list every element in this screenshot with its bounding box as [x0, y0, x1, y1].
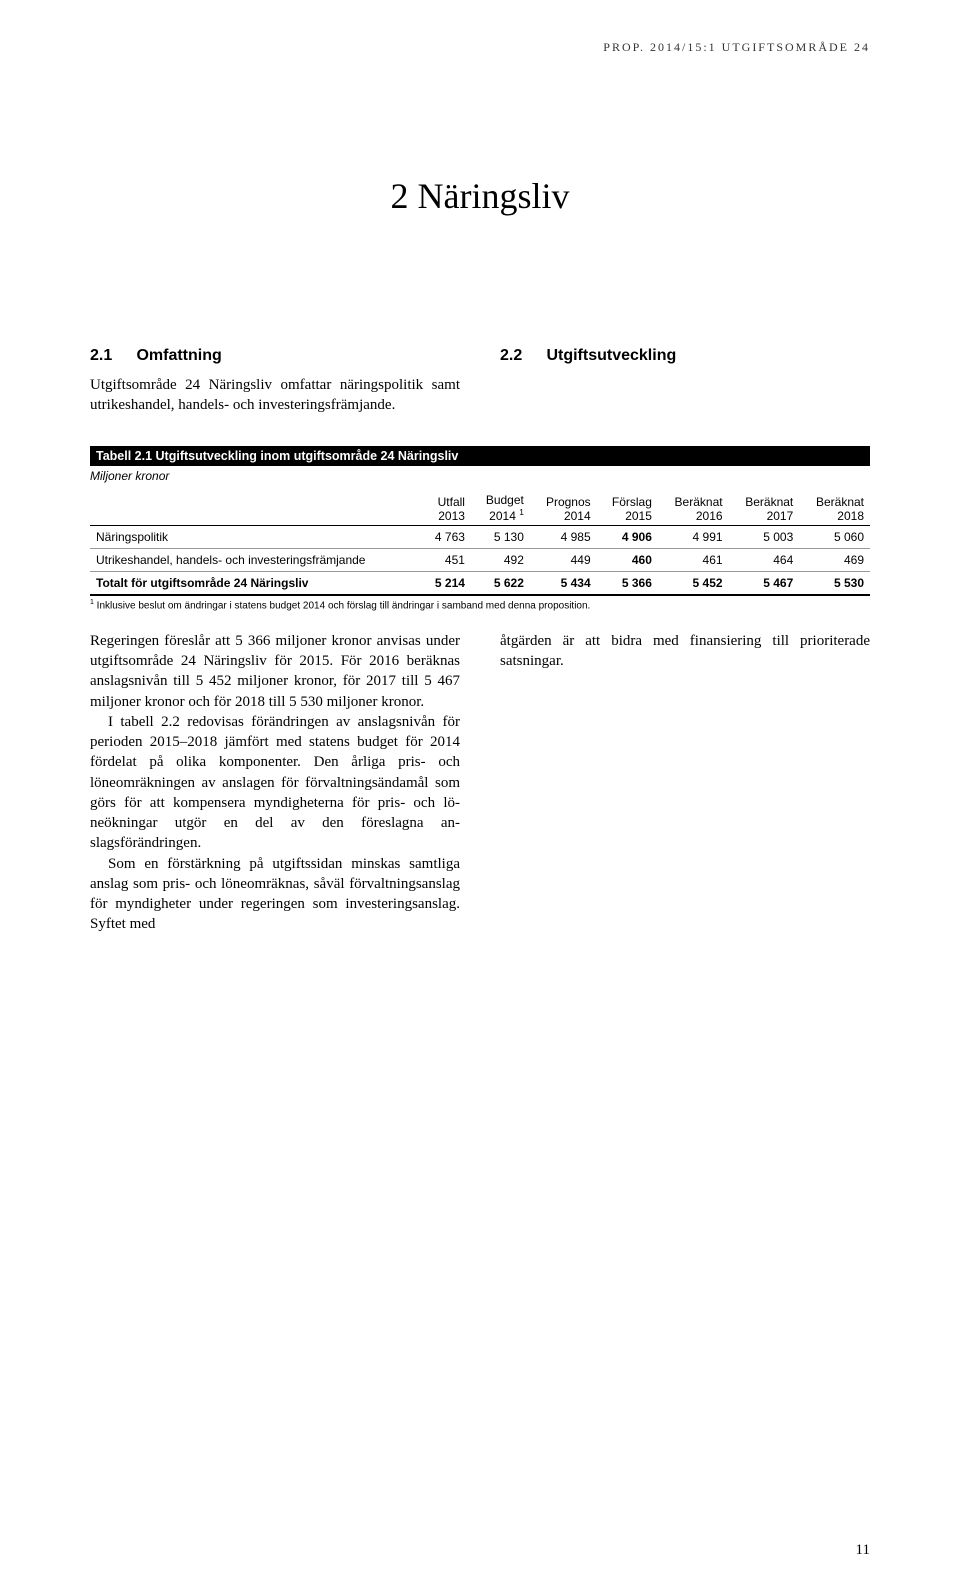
data-table: Utfall2013Budget2014 1Prognos2014Förslag… — [90, 491, 870, 596]
table-cell: 4 906 — [597, 525, 658, 548]
column-header: Förslag2015 — [597, 491, 658, 526]
table-total-row: Totalt för utgiftsområde 24 Näringsliv5 … — [90, 571, 870, 595]
column-header: Budget2014 1 — [471, 491, 530, 526]
section-number-2-1: 2.1 — [90, 347, 132, 365]
section-title-omfattning: Omfattning — [136, 347, 221, 364]
body-left-column: Regeringen föreslår att 5 366 miljoner k… — [90, 631, 460, 935]
section-heading-omfattning: 2.1 Omfattning — [90, 347, 460, 365]
table-2-1: Tabell 2.1 Utgiftsutveckling inom utgift… — [90, 446, 870, 611]
body-paragraph: I tabell 2.2 redovisas förändringen av a… — [90, 712, 460, 854]
table-cell: 464 — [729, 548, 800, 571]
column-header — [90, 491, 421, 526]
column-header: Beräknat2017 — [729, 491, 800, 526]
table-cell: 5 130 — [471, 525, 530, 548]
table-title: Tabell 2.1 Utgiftsutveckling inom utgift… — [90, 446, 870, 466]
table-cell: 5 530 — [799, 571, 870, 595]
page-number: 11 — [856, 1542, 870, 1559]
table-cell: 5 452 — [658, 571, 729, 595]
table-cell: 5 060 — [799, 525, 870, 548]
table-cell: 461 — [658, 548, 729, 571]
table-cell: 449 — [530, 548, 597, 571]
table-cell: 5 366 — [597, 571, 658, 595]
table-cell: 4 991 — [658, 525, 729, 548]
table-cell: 4 763 — [421, 525, 470, 548]
table-cell: 5 434 — [530, 571, 597, 595]
table-cell: 460 — [597, 548, 658, 571]
table-footnote: 1 Inklusive beslut om ändringar i staten… — [90, 599, 870, 611]
table-row: Näringspolitik4 7635 1304 9854 9064 9915… — [90, 525, 870, 548]
section-title-utgiftsutveckling: Utgiftsutveckling — [546, 347, 676, 364]
row-label: Utrikeshandel, handels- och investerings… — [90, 548, 421, 571]
column-header: Beräknat2018 — [799, 491, 870, 526]
body-paragraph: Som en förstärkning på utgiftssidan mins… — [90, 854, 460, 935]
table-row: Utrikeshandel, handels- och investerings… — [90, 548, 870, 571]
table-cell: 5 467 — [729, 571, 800, 595]
column-header: Beräknat2016 — [658, 491, 729, 526]
table-cell: 469 — [799, 548, 870, 571]
chapter-title: 2 Näringsliv — [90, 175, 870, 217]
column-header: Utfall2013 — [421, 491, 470, 526]
column-header: Prognos2014 — [530, 491, 597, 526]
table-subtitle: Miljoner kronor — [90, 466, 870, 491]
row-label: Totalt för utgiftsområde 24 Näringsliv — [90, 571, 421, 595]
section1-body: Utgiftsområde 24 Näringsliv omfattar när… — [90, 375, 460, 416]
section-heading-utgiftsutveckling: 2.2 Utgiftsutveckling — [500, 347, 870, 365]
table-cell: 4 985 — [530, 525, 597, 548]
table-cell: 5 003 — [729, 525, 800, 548]
footnote-text: Inklusive beslut om ändringar i statens … — [94, 600, 590, 611]
table-cell: 5 622 — [471, 571, 530, 595]
body-right-column: åtgärden är att bidra med finansiering t… — [500, 631, 870, 935]
row-label: Näringspolitik — [90, 525, 421, 548]
running-head: PROP. 2014/15:1 UTGIFTSOMRÅDE 24 — [90, 40, 870, 55]
table-cell: 451 — [421, 548, 470, 571]
body-paragraph: åtgärden är att bidra med finansiering t… — [500, 631, 870, 672]
section-number-2-2: 2.2 — [500, 347, 542, 365]
body-paragraph: Regeringen föreslår att 5 366 miljoner k… — [90, 631, 460, 712]
table-cell: 5 214 — [421, 571, 470, 595]
table-cell: 492 — [471, 548, 530, 571]
